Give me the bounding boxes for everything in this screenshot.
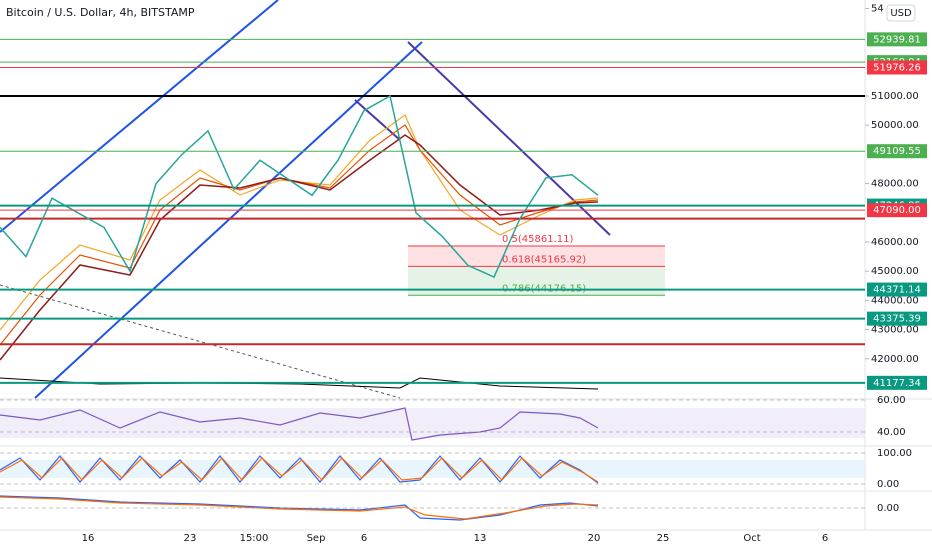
macd-tick-label: 0.00 (877, 503, 899, 514)
price-tick-label: 46000.00 (871, 237, 919, 248)
time-tick-label: 20 (588, 533, 601, 544)
stoch-tick-label: 100.00 (877, 448, 912, 459)
time-tick-label: 6 (361, 533, 367, 544)
time-tick-label: Oct (743, 533, 760, 544)
price-tick-label: 42000.00 (871, 354, 919, 365)
rsi-tick-label: 40.00 (877, 427, 906, 438)
level-badge (867, 203, 927, 218)
ema-ribbon (0, 124, 599, 346)
level-badge (867, 311, 927, 326)
ema-ribbon (0, 114, 599, 331)
level-badge (867, 60, 927, 75)
time-tick-label: 23 (184, 533, 197, 544)
level-label: 49109.55 (873, 146, 921, 157)
time-tick-label: 13 (474, 533, 487, 544)
level-label: 44371.14 (873, 285, 921, 296)
level-badge (867, 144, 927, 159)
macd-line (0, 495, 599, 521)
currency-badge[interactable] (886, 4, 916, 22)
chart-layer: 54 51000.00 50000.00 48000.00 46000.00 45000.… (0, 3, 927, 544)
price-tick-label: 43000.00 (871, 325, 919, 336)
stoch-tick-label: 0.00 (877, 479, 899, 490)
stoch-k (0, 455, 599, 484)
fib-label: 0.5(45861.11) (502, 234, 574, 245)
price-tick-label: 45000.00 (871, 266, 919, 277)
rsi-band (0, 408, 865, 438)
level-label: 51976.26 (873, 62, 921, 73)
rsi-line (0, 407, 599, 441)
level-label: 43375.39 (873, 314, 921, 325)
rsi-tick-label: 60.00 (877, 395, 906, 406)
level-label: 41177.34 (873, 378, 921, 389)
time-tick-label: Sep (307, 533, 326, 544)
level-badge (867, 375, 927, 390)
currency-label[interactable]: USD (890, 8, 912, 19)
fib-zone (408, 246, 665, 267)
price-tick-label: 51000.00 (871, 91, 919, 102)
price-tick-label: 48000.00 (871, 179, 919, 190)
macd-signal (0, 496, 599, 520)
price-tick-label: 44000.00 (871, 295, 919, 306)
time-tick-label: 15:00 (240, 533, 269, 544)
price-tick-label: 50000.00 (871, 120, 919, 131)
time-tick-label: 16 (82, 533, 95, 544)
level-label: 47090.00 (873, 205, 921, 216)
price-line (0, 94, 599, 278)
level-label: 52939.81 (873, 34, 921, 45)
price-tick-label: 54 (871, 3, 884, 14)
symbol-title: Bitcoin / U.S. Dollar, 4h, BITSTAMP (6, 6, 195, 19)
level-badge (867, 282, 927, 297)
time-tick-label: 6 (822, 533, 828, 544)
fib-label: 0.618(45165.92) (502, 254, 586, 265)
level-badge (867, 32, 927, 47)
channel-line (0, 0, 279, 233)
ema-ribbon (0, 134, 599, 361)
time-tick-label: 25 (657, 533, 670, 544)
stoch-d (0, 457, 599, 483)
